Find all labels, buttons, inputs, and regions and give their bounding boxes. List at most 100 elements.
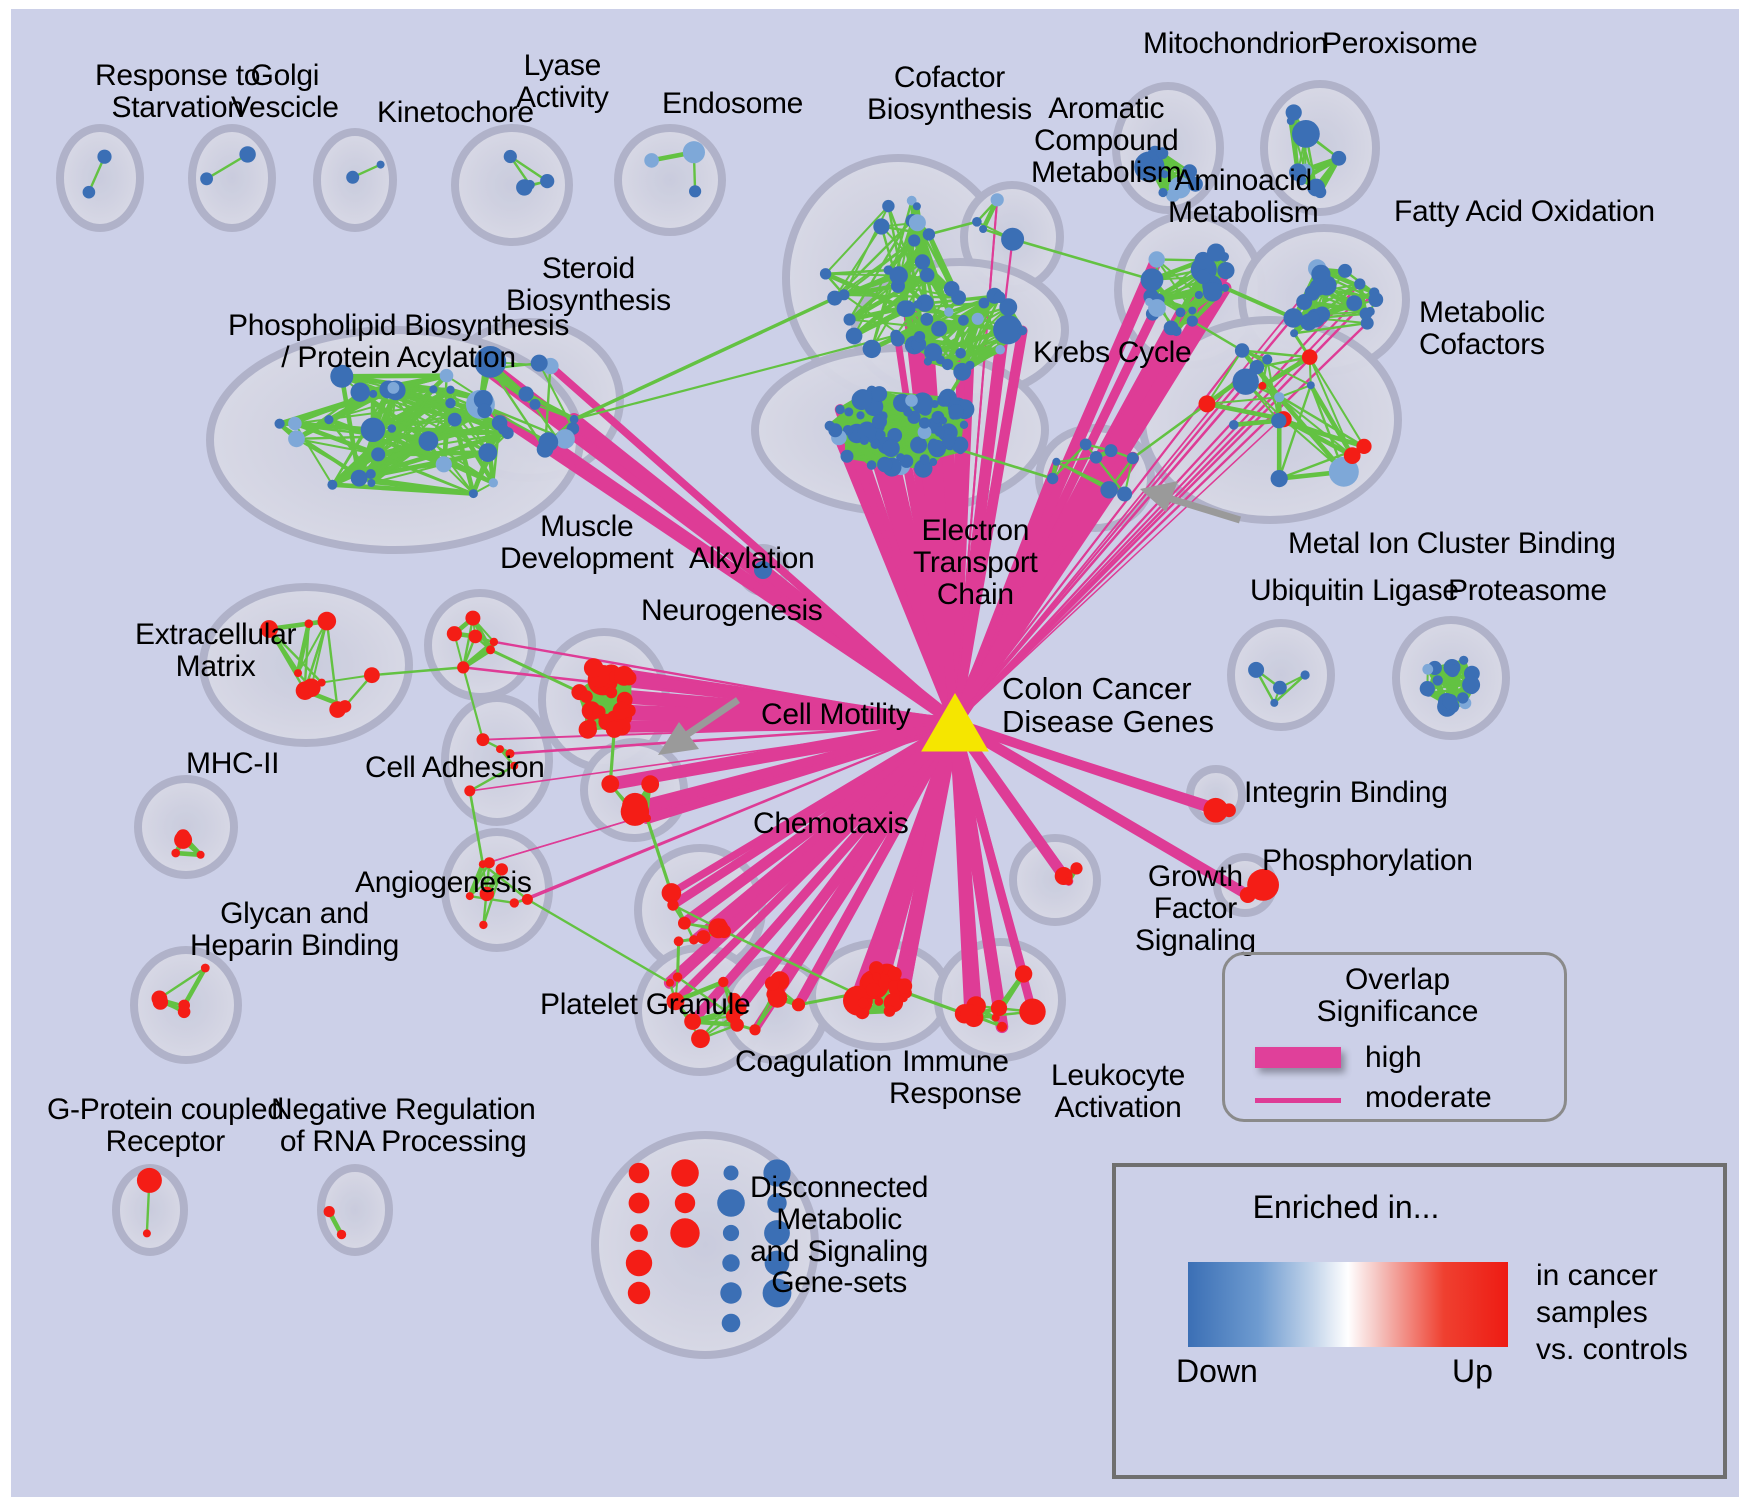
- gene-set-node[interactable]: [835, 404, 845, 415]
- gene-set-node[interactable]: [1117, 486, 1133, 502]
- gene-set-node[interactable]: [569, 414, 579, 424]
- gene-set-node[interactable]: [674, 1192, 696, 1214]
- gene-set-node[interactable]: [473, 390, 493, 409]
- gene-set-node[interactable]: [1258, 381, 1267, 390]
- gene-set-node[interactable]: [1442, 693, 1458, 710]
- gene-set-node[interactable]: [717, 918, 726, 927]
- gene-set-node[interactable]: [1289, 163, 1307, 181]
- gene-set-node[interactable]: [625, 1249, 653, 1277]
- gene-set-node[interactable]: [288, 416, 302, 431]
- gene-set-node[interactable]: [1459, 655, 1469, 665]
- gene-set-node[interactable]: [239, 146, 256, 163]
- gene-set-node[interactable]: [592, 705, 606, 719]
- gene-set-node[interactable]: [1360, 316, 1374, 330]
- gene-set-node[interactable]: [327, 479, 338, 490]
- gene-set-node[interactable]: [465, 892, 474, 901]
- gene-set-node[interactable]: [882, 199, 895, 213]
- gene-set-node[interactable]: [661, 883, 682, 903]
- gene-set-node[interactable]: [627, 1281, 651, 1305]
- gene-set-node[interactable]: [1104, 444, 1118, 458]
- gene-set-node[interactable]: [478, 363, 492, 376]
- gene-set-node[interactable]: [1307, 178, 1325, 197]
- gene-set-node[interactable]: [965, 360, 975, 370]
- gene-set-node[interactable]: [914, 254, 931, 270]
- gene-set-node[interactable]: [364, 667, 380, 684]
- gene-set-node[interactable]: [1285, 104, 1302, 121]
- gene-set-node[interactable]: [857, 421, 877, 441]
- gene-set-node[interactable]: [844, 407, 854, 417]
- gene-set-node[interactable]: [899, 300, 916, 317]
- gene-set-node[interactable]: [605, 720, 623, 738]
- gene-set-node[interactable]: [1422, 663, 1434, 675]
- gene-set-node[interactable]: [722, 1224, 740, 1242]
- gene-set-node[interactable]: [346, 170, 360, 184]
- gene-set-node[interactable]: [371, 447, 386, 462]
- gene-set-node[interactable]: [1309, 278, 1327, 296]
- gene-set-node[interactable]: [791, 998, 806, 1012]
- gene-set-node[interactable]: [920, 312, 934, 326]
- gene-set-node[interactable]: [727, 992, 741, 1007]
- gene-set-node[interactable]: [919, 454, 930, 465]
- gene-set-node[interactable]: [583, 658, 604, 678]
- gene-set-node[interactable]: [540, 174, 555, 189]
- gene-set-node[interactable]: [601, 775, 620, 793]
- gene-set-node[interactable]: [1187, 176, 1203, 192]
- gene-set-node[interactable]: [299, 686, 310, 696]
- gene-set-node[interactable]: [958, 314, 969, 326]
- gene-set-node[interactable]: [896, 453, 905, 462]
- gene-set-node[interactable]: [628, 1162, 650, 1184]
- gene-set-node[interactable]: [883, 1005, 896, 1017]
- gene-set-node[interactable]: [995, 344, 1005, 355]
- gene-set-node[interactable]: [1188, 306, 1197, 315]
- gene-set-node[interactable]: [324, 415, 334, 425]
- gene-set-node[interactable]: [142, 1229, 151, 1238]
- gene-set-node[interactable]: [1301, 349, 1318, 365]
- gene-set-node[interactable]: [1300, 670, 1310, 680]
- gene-set-node[interactable]: [767, 988, 788, 1008]
- gene-set-node[interactable]: [865, 982, 881, 997]
- gene-set-node[interactable]: [721, 1313, 741, 1333]
- gene-set-node[interactable]: [1290, 329, 1299, 338]
- gene-set-node[interactable]: [906, 195, 917, 206]
- gene-set-node[interactable]: [350, 469, 368, 487]
- gene-set-node[interactable]: [990, 999, 1008, 1017]
- gene-set-node[interactable]: [1232, 368, 1259, 395]
- gene-set-node[interactable]: [503, 149, 517, 164]
- gene-set-node[interactable]: [903, 407, 913, 417]
- gene-set-node[interactable]: [912, 202, 921, 211]
- gene-set-node[interactable]: [1346, 295, 1363, 311]
- gene-set-node[interactable]: [764, 1220, 790, 1246]
- gene-set-node[interactable]: [827, 290, 843, 306]
- gene-set-node[interactable]: [763, 1159, 791, 1187]
- gene-set-node[interactable]: [866, 460, 877, 470]
- gene-set-node[interactable]: [955, 348, 966, 359]
- gene-set-node[interactable]: [959, 420, 969, 429]
- gene-set-node[interactable]: [996, 1021, 1008, 1032]
- gene-set-node[interactable]: [350, 382, 370, 402]
- gene-set-node[interactable]: [872, 414, 887, 429]
- gene-set-node[interactable]: [882, 439, 900, 458]
- gene-set-node[interactable]: [446, 626, 462, 642]
- gene-set-node[interactable]: [336, 1229, 347, 1240]
- gene-set-node[interactable]: [1195, 269, 1211, 285]
- gene-set-node[interactable]: [1175, 307, 1186, 318]
- gene-set-node[interactable]: [644, 153, 659, 168]
- gene-set-node[interactable]: [1359, 307, 1373, 321]
- gene-set-node[interactable]: [762, 1278, 792, 1308]
- gene-set-node[interactable]: [717, 924, 731, 939]
- gene-set-node[interactable]: [338, 700, 352, 713]
- gene-set-node[interactable]: [978, 297, 990, 309]
- gene-set-node[interactable]: [260, 620, 278, 638]
- gene-set-node[interactable]: [174, 830, 193, 849]
- gene-set-node[interactable]: [960, 1004, 978, 1022]
- gene-set-node[interactable]: [1274, 392, 1285, 403]
- gene-set-node[interactable]: [856, 411, 865, 420]
- gene-set-node[interactable]: [530, 354, 548, 372]
- gene-set-node[interactable]: [851, 390, 872, 410]
- gene-set-node[interactable]: [418, 431, 439, 451]
- gene-set-node[interactable]: [1079, 438, 1092, 451]
- gene-set-node[interactable]: [764, 1250, 790, 1276]
- gene-set-node[interactable]: [1273, 680, 1287, 695]
- gene-set-node[interactable]: [845, 327, 863, 345]
- gene-set-node[interactable]: [1126, 452, 1139, 465]
